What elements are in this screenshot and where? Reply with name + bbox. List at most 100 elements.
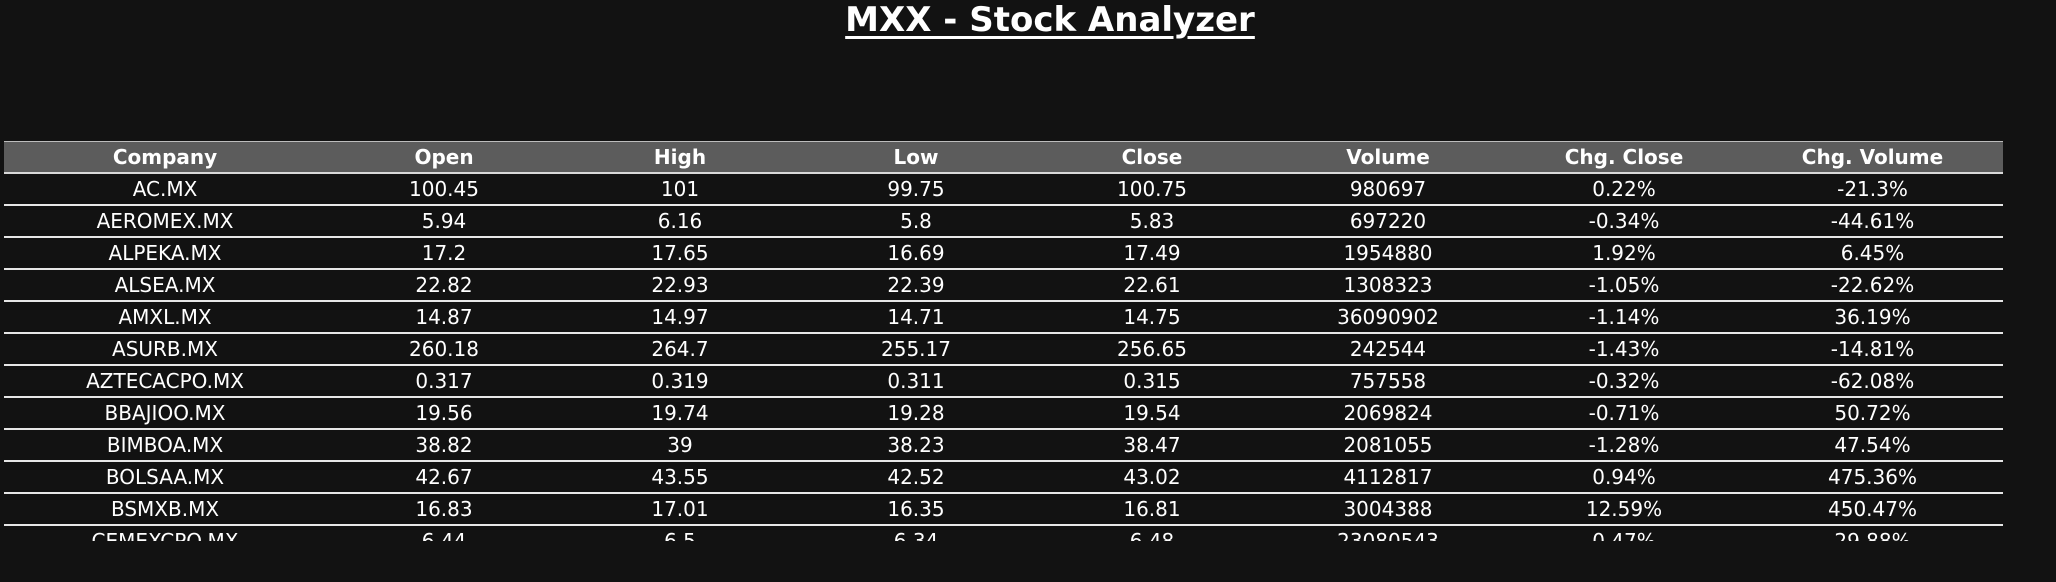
cell-close: 16.81 — [1034, 493, 1270, 526]
cell-chg-close: -0.34% — [1506, 205, 1742, 238]
stock-table-container[interactable]: Company Open High Low Close Volume Chg. … — [4, 141, 2003, 541]
cell-chg-close: 0.47% — [1506, 525, 1742, 541]
table-row[interactable]: ASURB.MX 260.18 264.7 255.17 256.65 242544 -1.… — [4, 333, 2003, 366]
cell-chg-volume: -21.3% — [1742, 173, 2003, 206]
cell-company: ASURB.MX — [4, 333, 326, 366]
cell-high: 39 — [562, 429, 798, 462]
cell-low: 22.39 — [798, 269, 1034, 302]
cell-company: ALSEA.MX — [4, 269, 326, 302]
cell-chg-close: -0.32% — [1506, 365, 1742, 398]
cell-volume: 2081055 — [1270, 429, 1506, 462]
cell-volume: 2069824 — [1270, 397, 1506, 430]
cell-low: 99.75 — [798, 173, 1034, 206]
table-row[interactable]: CEMEXCPO.MX 6.44 6.5 6.34 6.48 23080543 0.47% 2… — [4, 525, 2003, 541]
column-header-chg-close[interactable]: Chg. Close — [1506, 141, 1742, 174]
cell-close: 22.61 — [1034, 269, 1270, 302]
cell-low: 38.23 — [798, 429, 1034, 462]
cell-company: BBAJIOO.MX — [4, 397, 326, 430]
cell-volume: 697220 — [1270, 205, 1506, 238]
cell-close: 100.75 — [1034, 173, 1270, 206]
cell-close: 5.83 — [1034, 205, 1270, 238]
cell-close: 256.65 — [1034, 333, 1270, 366]
cell-chg-close: -1.28% — [1506, 429, 1742, 462]
cell-low: 5.8 — [798, 205, 1034, 238]
page-title: MXX - Stock Analyzer — [845, 0, 1255, 40]
cell-close: 17.49 — [1034, 237, 1270, 270]
cell-volume: 757558 — [1270, 365, 1506, 398]
cell-company: CEMEXCPO.MX — [4, 525, 326, 541]
cell-high: 17.65 — [562, 237, 798, 270]
table-row[interactable]: BSMXB.MX 16.83 17.01 16.35 16.81 3004388 12.59… — [4, 493, 2003, 526]
column-header-chg-volume[interactable]: Chg. Volume — [1742, 141, 2003, 174]
cell-chg-close: 12.59% — [1506, 493, 1742, 526]
cell-open: 17.2 — [326, 237, 562, 270]
cell-high: 43.55 — [562, 461, 798, 494]
cell-company: BOLSAA.MX — [4, 461, 326, 494]
cell-chg-volume: 29.88% — [1742, 525, 2003, 541]
cell-high: 19.74 — [562, 397, 798, 430]
cell-close: 0.315 — [1034, 365, 1270, 398]
table-body: AC.MX 100.45 101 99.75 100.75 980697 0.22% -21.… — [4, 173, 2003, 541]
cell-close: 43.02 — [1034, 461, 1270, 494]
column-header-high[interactable]: High — [562, 141, 798, 174]
cell-chg-volume: -14.81% — [1742, 333, 2003, 366]
table-row[interactable]: AMXL.MX 14.87 14.97 14.71 14.75 36090902 -1.14… — [4, 301, 2003, 334]
cell-low: 6.34 — [798, 525, 1034, 541]
cell-company: AZTECACPO.MX — [4, 365, 326, 398]
table-row[interactable]: BBAJIOO.MX 19.56 19.74 19.28 19.54 2069824 -0.… — [4, 397, 2003, 430]
cell-chg-volume: 450.47% — [1742, 493, 2003, 526]
cell-open: 14.87 — [326, 301, 562, 334]
cell-chg-close: -1.05% — [1506, 269, 1742, 302]
cell-low: 16.35 — [798, 493, 1034, 526]
cell-chg-volume: -62.08% — [1742, 365, 2003, 398]
cell-high: 14.97 — [562, 301, 798, 334]
cell-chg-close: -1.43% — [1506, 333, 1742, 366]
column-header-open[interactable]: Open — [326, 141, 562, 174]
table-row[interactable]: AEROMEX.MX 5.94 6.16 5.8 5.83 697220 -0.34% -44… — [4, 205, 2003, 238]
cell-chg-volume: 47.54% — [1742, 429, 2003, 462]
cell-volume: 23080543 — [1270, 525, 1506, 541]
cell-chg-close: -0.71% — [1506, 397, 1742, 430]
cell-high: 6.5 — [562, 525, 798, 541]
cell-company: BSMXB.MX — [4, 493, 326, 526]
cell-chg-volume: -44.61% — [1742, 205, 2003, 238]
column-header-volume[interactable]: Volume — [1270, 141, 1506, 174]
cell-company: AC.MX — [4, 173, 326, 206]
cell-volume: 36090902 — [1270, 301, 1506, 334]
table-row[interactable]: ALSEA.MX 22.82 22.93 22.39 22.61 1308323 -1.05… — [4, 269, 2003, 302]
cell-low: 14.71 — [798, 301, 1034, 334]
header-row: Company Open High Low Close Volume Chg. … — [4, 141, 2003, 174]
column-header-close[interactable]: Close — [1034, 141, 1270, 174]
cell-high: 101 — [562, 173, 798, 206]
cell-low: 42.52 — [798, 461, 1034, 494]
cell-volume: 3004388 — [1270, 493, 1506, 526]
cell-chg-close: 0.22% — [1506, 173, 1742, 206]
table-row[interactable]: BOLSAA.MX 42.67 43.55 42.52 43.02 4112817 0.94… — [4, 461, 2003, 494]
cell-close: 14.75 — [1034, 301, 1270, 334]
cell-close: 6.48 — [1034, 525, 1270, 541]
table-row[interactable]: BIMBOA.MX 38.82 39 38.23 38.47 2081055 -1.28% 4… — [4, 429, 2003, 462]
table-header: Company Open High Low Close Volume Chg. … — [4, 141, 2003, 174]
cell-chg-close: 0.94% — [1506, 461, 1742, 494]
cell-chg-volume: 50.72% — [1742, 397, 2003, 430]
cell-low: 16.69 — [798, 237, 1034, 270]
cell-open: 38.82 — [326, 429, 562, 462]
column-header-low[interactable]: Low — [798, 141, 1034, 174]
table-row[interactable]: ALPEKA.MX 17.2 17.65 16.69 17.49 1954880 1.92%… — [4, 237, 2003, 270]
cell-close: 38.47 — [1034, 429, 1270, 462]
cell-low: 0.311 — [798, 365, 1034, 398]
cell-company: ALPEKA.MX — [4, 237, 326, 270]
cell-high: 0.319 — [562, 365, 798, 398]
cell-open: 19.56 — [326, 397, 562, 430]
table-row[interactable]: AC.MX 100.45 101 99.75 100.75 980697 0.22% -21.… — [4, 173, 2003, 206]
cell-chg-volume: -22.62% — [1742, 269, 2003, 302]
cell-open: 42.67 — [326, 461, 562, 494]
column-header-company[interactable]: Company — [4, 141, 326, 174]
stock-table: Company Open High Low Close Volume Chg. … — [4, 141, 2003, 541]
table-row[interactable]: AZTECACPO.MX 0.317 0.319 0.311 0.315 757558 -0… — [4, 365, 2003, 398]
cell-company: AEROMEX.MX — [4, 205, 326, 238]
cell-high: 17.01 — [562, 493, 798, 526]
cell-company: BIMBOA.MX — [4, 429, 326, 462]
cell-open: 5.94 — [326, 205, 562, 238]
